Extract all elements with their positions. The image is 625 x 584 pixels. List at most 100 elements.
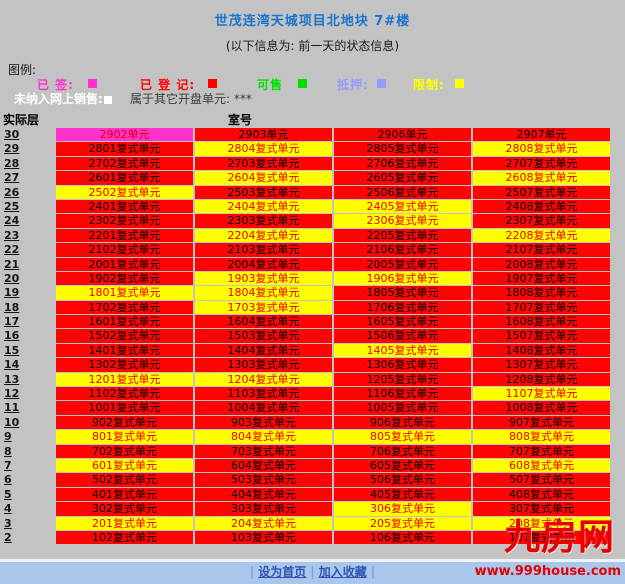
unit-cell: 2604复式单元 xyxy=(195,171,332,185)
table-row: 9 801复式单元 804复式单元 805复式单元 808复式单元 xyxy=(0,430,625,444)
unit-cell: 601复式单元 xyxy=(56,458,193,473)
floor-link[interactable]: 23 xyxy=(4,228,20,242)
floor-link[interactable]: 5 xyxy=(4,487,12,501)
unit-cell: 1201复式单元 xyxy=(56,372,193,387)
floor-link[interactable]: 17 xyxy=(4,315,20,329)
page-title: 世茂连湾天城项目北地块 7#楼 xyxy=(214,14,411,29)
legend-label: 图例: xyxy=(8,63,37,77)
table-row: 30 2902单元 2903单元 2906单元 2907单元 xyxy=(0,128,625,142)
unit-cell: 1604复式单元 xyxy=(195,315,332,329)
unit-cell: 2405复式单元 xyxy=(334,199,471,214)
floor-link[interactable]: 16 xyxy=(4,329,20,343)
floor-link[interactable]: 4 xyxy=(4,502,12,516)
table-row: 17 1601复式单元 1604复式单元 1605复式单元 1608复式单元 xyxy=(0,315,625,329)
unit-cell: 503复式单元 xyxy=(195,473,332,487)
table-row: 19 1801复式单元 1804复式单元 1805复式单元 1808复式单元 xyxy=(0,286,625,300)
unit-cell: 2004复式单元 xyxy=(195,257,332,271)
legend-other-opening: 属于其它开盘单元: *** xyxy=(130,92,252,106)
floor-link[interactable]: 19 xyxy=(4,286,20,300)
floor-link[interactable]: 22 xyxy=(4,243,20,257)
unit-cell: 2408复式单元 xyxy=(473,199,610,214)
unit-cell: 102复式单元 xyxy=(56,530,193,545)
unit-cell: 1307复式单元 xyxy=(473,358,610,372)
floor-link[interactable]: 20 xyxy=(4,271,20,285)
floor-link[interactable]: 28 xyxy=(4,156,20,170)
unit-cell: 1405复式单元 xyxy=(334,343,471,358)
unit-cell: 1205复式单元 xyxy=(334,372,471,387)
table-row: 21 2001复式单元 2004复式单元 2005复式单元 2008复式单元 xyxy=(0,257,625,271)
floor-link[interactable]: 2 xyxy=(4,530,12,544)
unit-cell: 707复式单元 xyxy=(473,444,610,458)
unit-cell: 902复式单元 xyxy=(56,415,193,430)
legend-swatch-available-icon xyxy=(298,79,307,88)
footer-separator: | xyxy=(310,565,315,579)
table-row: 18 1702复式单元 1703复式单元 1706复式单元 1707复式单元 xyxy=(0,300,625,315)
unit-cell: 1502复式单元 xyxy=(56,329,193,343)
table-row: 11 1001复式单元 1004复式单元 1005复式单元 1008复式单元 xyxy=(0,401,625,415)
table-row: 22 2102复式单元 2103复式单元 2106复式单元 2107复式单元 xyxy=(0,243,625,257)
table-row: 15 1401复式单元 1404复式单元 1405复式单元 1408复式单元 xyxy=(0,343,625,358)
footer-bar: | 设为首页 | 加入收藏 | xyxy=(0,562,625,584)
table-row: 25 2401复式单元 2404复式单元 2405复式单元 2408复式单元 xyxy=(0,199,625,214)
floor-link[interactable]: 9 xyxy=(4,430,12,444)
floor-link[interactable]: 7 xyxy=(4,458,12,472)
unit-cell: 208复式单元 xyxy=(473,516,610,530)
unit-cell: 706复式单元 xyxy=(334,444,471,458)
legend-item-mortgaged: 抵押: xyxy=(337,78,369,92)
unit-cell: 404复式单元 xyxy=(195,487,332,502)
unit-cell: 201复式单元 xyxy=(56,516,193,530)
unit-cell: 2804复式单元 xyxy=(195,142,332,156)
table-row: 26 2502复式单元 2503复式单元 2506复式单元 2507复式单元 xyxy=(0,185,625,199)
room-number-header: 室号 xyxy=(228,113,253,127)
floor-link[interactable]: 29 xyxy=(4,142,20,156)
unit-cell: 2702复式单元 xyxy=(56,156,193,171)
floor-link[interactable]: 26 xyxy=(4,185,20,199)
unit-cell: 1805复式单元 xyxy=(334,286,471,300)
unit-cell: 1102复式单元 xyxy=(56,387,193,401)
table-row: 14 1302复式单元 1303复式单元 1306复式单元 1307复式单元 xyxy=(0,358,625,372)
floor-link[interactable]: 24 xyxy=(4,214,20,228)
floor-link[interactable]: 8 xyxy=(4,444,12,458)
legend-item-registered: 已 登 记: xyxy=(140,78,196,92)
floor-link[interactable]: 10 xyxy=(4,415,20,429)
floor-link[interactable]: 14 xyxy=(4,358,20,372)
unit-cell: 1303复式单元 xyxy=(195,358,332,372)
unit-cell: 804复式单元 xyxy=(195,430,332,444)
floor-link[interactable]: 11 xyxy=(4,401,20,415)
floor-link[interactable]: 6 xyxy=(4,473,12,487)
floor-link[interactable]: 12 xyxy=(4,387,20,401)
unit-cell: 2302复式单元 xyxy=(56,214,193,228)
unit-cell: 107复式单元 xyxy=(473,530,610,545)
table-row: 20 1902复式单元 1903复式单元 1906复式单元 1907复式单元 xyxy=(0,271,625,286)
floor-link[interactable]: 27 xyxy=(4,171,20,185)
unit-cell: 2208复式单元 xyxy=(473,228,610,243)
unit-cell: 1306复式单元 xyxy=(334,358,471,372)
unit-cell: 604复式单元 xyxy=(195,458,332,473)
floor-link[interactable]: 18 xyxy=(4,300,20,314)
unit-cell: 1906复式单元 xyxy=(334,271,471,286)
floor-link[interactable]: 30 xyxy=(4,128,20,141)
legend-not-online-label: 未纳入网上销售: xyxy=(14,92,103,106)
unit-cell: 401复式单元 xyxy=(56,487,193,502)
table-row: 27 2601复式单元 2604复式单元 2605复式单元 2608复式单元 xyxy=(0,171,625,185)
page-subtitle: (以下信息为: 前一天的状态信息) xyxy=(225,39,400,53)
table-row: 3 201复式单元 204复式单元 205复式单元 208复式单元 xyxy=(0,516,625,530)
floor-link[interactable]: 13 xyxy=(4,372,20,386)
unit-status-grid: 30 2902单元 2903单元 2906单元 2907单元 29 2801复式单元 2804… xyxy=(0,128,625,545)
unit-cell: 306复式单元 xyxy=(334,502,471,516)
floor-link[interactable]: 15 xyxy=(4,343,20,357)
floor-link[interactable]: 21 xyxy=(4,257,20,271)
unit-cell: 2103复式单元 xyxy=(195,243,332,257)
unit-cell: 2808复式单元 xyxy=(473,142,610,156)
unit-cell: 502复式单元 xyxy=(56,473,193,487)
unit-cell: 1208复式单元 xyxy=(473,372,610,387)
unit-cell: 205复式单元 xyxy=(334,516,471,530)
set-homepage-link[interactable]: 设为首页 xyxy=(258,565,307,579)
unit-cell: 2907单元 xyxy=(473,128,610,142)
floor-link[interactable]: 25 xyxy=(4,199,20,213)
floor-link[interactable]: 3 xyxy=(4,516,12,530)
unit-cell: 1103复式单元 xyxy=(195,387,332,401)
add-favorite-link[interactable]: 加入收藏 xyxy=(318,565,367,579)
unit-cell: 2801复式单元 xyxy=(56,142,193,156)
